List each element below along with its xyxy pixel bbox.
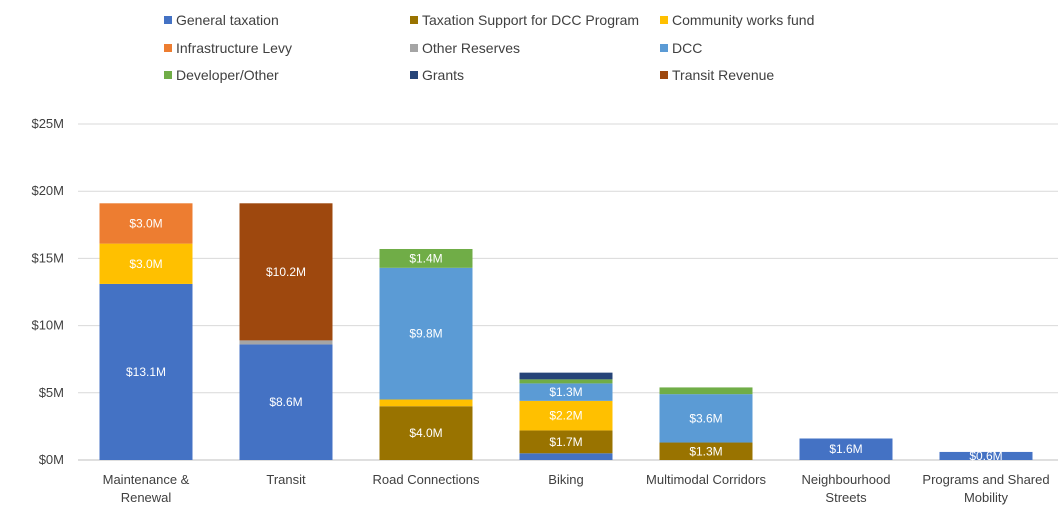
- data-label-1-8: $10.2M: [266, 265, 306, 279]
- x-category-line: Multimodal Corridors: [646, 472, 766, 487]
- data-labels: $13.1M $3.0M $3.0M $8.6M $10.2M $4.0M $9.8M $1.…: [126, 216, 1003, 463]
- y-tick-label-5: $25M: [31, 116, 64, 131]
- x-category-label-1: Transit: [266, 472, 306, 487]
- legend-label-6: Developer/Other: [176, 67, 279, 83]
- y-tick-label-4: $20M: [31, 183, 64, 198]
- bar-segment-0-2: [99, 243, 193, 284]
- bar-segment-1-0: [239, 344, 333, 460]
- legend-label-1: Taxation Support for DCC Program: [422, 12, 639, 28]
- data-label-4-1: $1.3M: [689, 444, 722, 458]
- bar-segment-6-0: [939, 451, 1033, 460]
- x-category-line: Maintenance &: [103, 472, 190, 487]
- legend-swatch-3: [164, 44, 172, 52]
- x-category-label-5: Neighbourhood Streets: [802, 472, 891, 505]
- legend-label-8: Transit Revenue: [672, 67, 774, 83]
- bar-segment-2-2: [379, 399, 473, 407]
- legend-label-7: Grants: [422, 67, 464, 83]
- legend-label-3: Infrastructure Levy: [176, 40, 292, 56]
- y-axis: $0M $5M $10M $15M $20M $25M: [31, 116, 64, 467]
- data-label-3-5: $1.3M: [549, 385, 582, 399]
- data-label-3-2: $2.2M: [549, 409, 582, 423]
- x-category-label-6: Programs and Shared Mobility: [922, 472, 1049, 505]
- legend-label-0: General taxation: [176, 12, 279, 28]
- x-category-line: Biking: [548, 472, 583, 487]
- y-tick-label-2: $10M: [31, 318, 64, 333]
- bar-segment-2-1: [379, 406, 473, 460]
- legend: General taxation Taxation Support for DCC…: [164, 12, 814, 83]
- x-category-line: Neighbourhood: [802, 472, 891, 487]
- y-tick-label-0: $0M: [39, 452, 64, 467]
- legend-swatch-2: [660, 16, 668, 24]
- y-tick-label-1: $5M: [39, 385, 64, 400]
- x-category-line: Streets: [825, 490, 867, 505]
- bar-segment-4-6: [659, 387, 753, 395]
- bar-segment-3-0: [519, 453, 613, 460]
- bar-segment-3-5: [519, 383, 613, 401]
- legend-swatch-5: [660, 44, 668, 52]
- y-tick-label-3: $15M: [31, 250, 64, 265]
- data-label-2-6: $1.4M: [409, 251, 442, 265]
- data-label-2-5: $9.8M: [409, 327, 442, 341]
- x-category-line: Renewal: [121, 490, 172, 505]
- bar-segment-1-4: [239, 340, 333, 345]
- data-label-3-1: $1.7M: [549, 435, 582, 449]
- legend-swatch-4: [410, 44, 418, 52]
- bar-segment-3-7: [519, 372, 613, 380]
- bar-segment-2-6: [379, 248, 473, 268]
- x-category-line: Road Connections: [373, 472, 480, 487]
- x-category-label-2: Road Connections: [373, 472, 480, 487]
- bars: [99, 203, 1033, 460]
- data-label-6-0: $0.6M: [969, 449, 1002, 463]
- x-category-line: Mobility: [964, 490, 1009, 505]
- legend-label-2: Community works fund: [672, 12, 814, 28]
- bar-segment-4-5: [659, 394, 753, 443]
- bar-segment-3-2: [519, 400, 613, 431]
- data-label-4-5: $3.6M: [689, 411, 722, 425]
- x-category-line: Programs and Shared: [922, 472, 1049, 487]
- bar-segment-5-0: [799, 438, 893, 460]
- data-label-2-1: $4.0M: [409, 426, 442, 440]
- bar-segment-0-3: [99, 203, 193, 244]
- bar-segment-0-0: [99, 283, 193, 460]
- legend-label-5: DCC: [672, 40, 702, 56]
- legend-swatch-6: [164, 71, 172, 79]
- legend-label-4: Other Reserves: [422, 40, 520, 56]
- legend-swatch-7: [410, 71, 418, 79]
- data-label-5-0: $1.6M: [829, 442, 862, 456]
- bar-segment-4-1: [659, 442, 753, 460]
- x-category-label-3: Biking: [548, 472, 583, 487]
- data-label-0-0: $13.1M: [126, 365, 166, 379]
- bar-segment-1-8: [239, 203, 333, 341]
- legend-swatch-0: [164, 16, 172, 24]
- x-category-line: Transit: [266, 472, 306, 487]
- x-axis: Maintenance & Renewal Transit Road Connecti…: [103, 472, 1050, 505]
- legend-swatch-1: [410, 16, 418, 24]
- x-category-label-0: Maintenance & Renewal: [103, 472, 190, 505]
- x-category-label-4: Multimodal Corridors: [646, 472, 766, 487]
- bar-segment-2-5: [379, 267, 473, 400]
- data-label-0-2: $3.0M: [129, 257, 162, 271]
- data-label-0-3: $3.0M: [129, 216, 162, 230]
- bar-segment-3-1: [519, 430, 613, 454]
- bar-segment-3-6: [519, 379, 613, 384]
- data-label-1-0: $8.6M: [269, 395, 302, 409]
- legend-swatch-8: [660, 71, 668, 79]
